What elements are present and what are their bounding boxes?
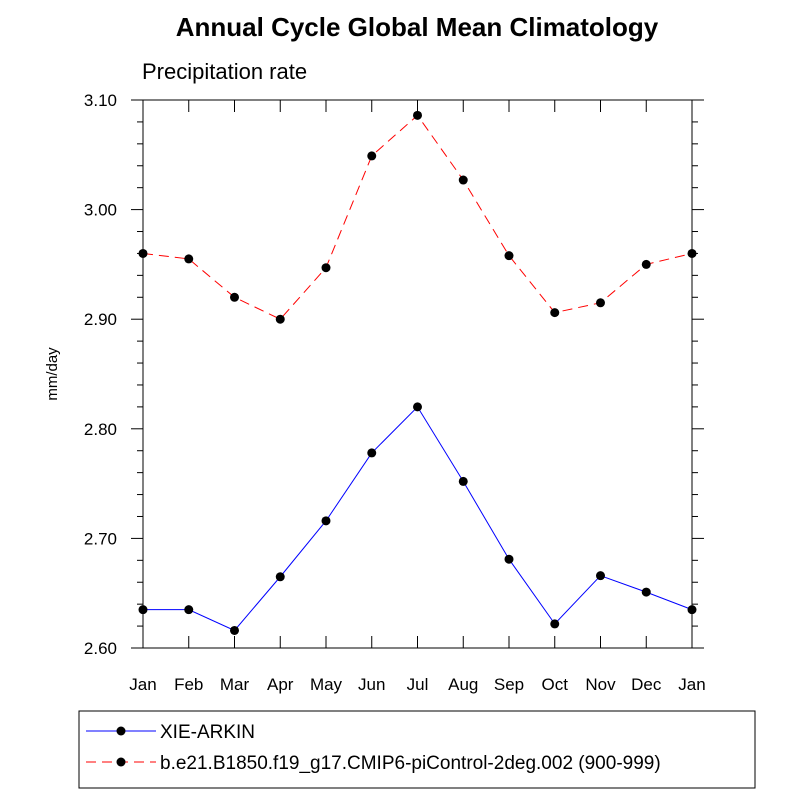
x-tick-label: Aug <box>448 675 478 694</box>
series-0-point <box>138 605 148 615</box>
series-0-point <box>596 571 605 581</box>
series-1-point <box>138 248 148 258</box>
legend-box <box>78 710 756 789</box>
series-1-point <box>596 298 605 308</box>
series-0-point <box>367 448 377 458</box>
series-1-point <box>504 251 514 261</box>
series-layer <box>138 110 697 635</box>
y-tick-label: 2.80 <box>84 420 117 439</box>
series-0-point <box>321 516 331 526</box>
series-1-point <box>367 151 377 161</box>
x-tick-label: Feb <box>174 675 203 694</box>
legend: XIE-ARKIN b.e21.B1850.f19_g17.CMIP6-piCon… <box>86 722 661 774</box>
y-tick-label: 2.90 <box>84 310 117 329</box>
series-1-point <box>184 254 194 264</box>
x-tick-label: Dec <box>631 675 662 694</box>
series-0-point <box>230 625 239 635</box>
x-tick-label: Sep <box>494 675 524 694</box>
x-tick-label: Jan <box>129 675 156 694</box>
chart-title: Annual Cycle Global Mean Climatology <box>176 12 659 42</box>
x-tick-label: Jan <box>678 675 705 694</box>
x-tick-label: Jul <box>407 675 429 694</box>
series-1-point <box>641 259 651 269</box>
legend-label-1: b.e21.B1850.f19_g17.CMIP6-piControl-2deg… <box>160 753 661 774</box>
series-0-point <box>458 476 468 486</box>
series-0-point <box>641 587 651 597</box>
ticks-layer: Jan Feb Mar Apr May Jun Jul Aug Sep Oct Nov Dec Jan 2… <box>84 91 706 694</box>
legend-label-0: XIE-ARKIN <box>160 722 255 743</box>
y-axis-label: mm/day <box>44 347 61 401</box>
y-tick-label: 3.00 <box>84 201 117 220</box>
x-tick-label: May <box>310 675 343 694</box>
x-tick-label: Apr <box>267 675 294 694</box>
series-line-1 <box>142 114 693 320</box>
x-tick-label: Mar <box>220 675 250 694</box>
series-1-point <box>321 263 331 273</box>
series-0-point <box>550 619 560 629</box>
y-tick-label: 2.70 <box>84 529 117 548</box>
series-0-point <box>184 605 194 615</box>
series-1-point <box>687 248 697 258</box>
legend-marker-0 <box>116 726 126 736</box>
plot-frame <box>142 99 693 649</box>
series-1-point <box>550 308 560 318</box>
series-0-point <box>687 605 697 615</box>
chart-subtitle: Precipitation rate <box>142 59 307 84</box>
x-tick-label: Oct <box>542 675 569 694</box>
series-0-point <box>504 554 514 564</box>
series-0-point <box>413 402 422 412</box>
x-tick-label: Nov <box>585 675 616 694</box>
y-tick-label: 2.60 <box>84 639 117 658</box>
y-tick-label: 3.10 <box>84 91 117 110</box>
x-tick-label: Jun <box>358 675 385 694</box>
series-1-point <box>275 314 285 324</box>
series-1-point <box>230 292 239 302</box>
series-line-0 <box>143 406 693 632</box>
series-1-point <box>413 110 422 120</box>
series-1-point <box>458 175 468 185</box>
legend-marker-1 <box>116 757 126 767</box>
series-0-point <box>275 572 285 582</box>
